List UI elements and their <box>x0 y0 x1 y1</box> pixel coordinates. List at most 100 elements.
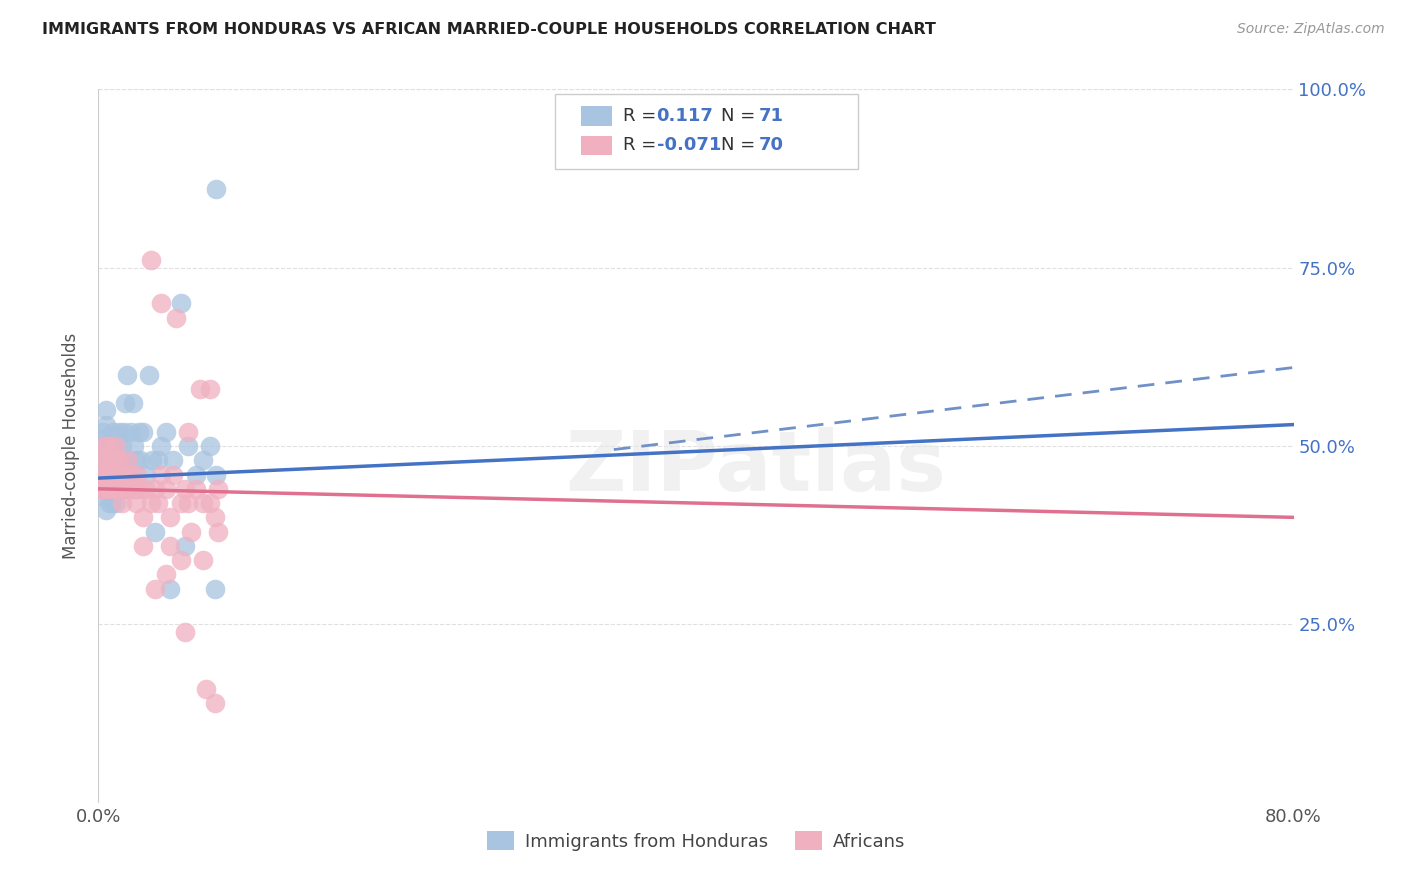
Text: 0.117: 0.117 <box>657 107 713 125</box>
Text: -0.071: -0.071 <box>657 136 721 154</box>
Point <box>94 417 117 432</box>
Y-axis label: Married-couple Households: Married-couple Households <box>62 333 80 559</box>
Point <box>93 467 115 482</box>
Point <box>97 482 120 496</box>
Point <box>184 482 207 496</box>
Point <box>107 453 129 467</box>
Point <box>97 482 120 496</box>
Point <box>162 453 184 467</box>
Point <box>112 425 135 439</box>
Point <box>177 496 200 510</box>
Point <box>94 453 117 467</box>
Point <box>129 453 152 467</box>
Point <box>91 453 114 467</box>
Point <box>180 524 202 539</box>
Point <box>121 396 143 410</box>
Point <box>128 425 150 439</box>
Point <box>135 482 157 496</box>
Point <box>204 582 226 596</box>
Point <box>91 489 114 503</box>
Point <box>207 524 229 539</box>
Point <box>205 467 228 482</box>
Point <box>184 467 207 482</box>
Point <box>165 310 187 325</box>
Point <box>114 482 136 496</box>
Legend: Immigrants from Honduras, Africans: Immigrants from Honduras, Africans <box>479 824 912 858</box>
Point <box>150 439 173 453</box>
Point <box>204 696 226 710</box>
Point <box>103 425 125 439</box>
Point <box>101 496 124 510</box>
Point <box>89 482 111 496</box>
Point <box>132 425 155 439</box>
Point <box>93 460 115 475</box>
Point <box>204 510 226 524</box>
Point <box>143 482 166 496</box>
Point <box>148 496 170 510</box>
Point <box>104 467 127 482</box>
Point <box>118 482 141 496</box>
Point <box>98 467 122 482</box>
Point <box>90 467 112 482</box>
Point <box>117 453 139 467</box>
Point <box>94 403 117 417</box>
Point <box>98 453 122 467</box>
Point <box>135 467 157 482</box>
Point <box>108 482 131 496</box>
Point <box>103 453 125 467</box>
Point <box>111 496 134 510</box>
Point <box>155 567 177 582</box>
Point <box>159 582 181 596</box>
Point <box>112 467 135 482</box>
Point <box>114 482 136 496</box>
Point <box>174 482 197 496</box>
Point <box>111 439 134 453</box>
Point <box>97 453 120 467</box>
Point <box>117 453 139 467</box>
Point <box>169 296 191 310</box>
Point <box>97 496 120 510</box>
Point <box>93 439 115 453</box>
Point <box>101 439 124 453</box>
Point <box>150 296 173 310</box>
Point <box>124 439 146 453</box>
Point <box>200 439 222 453</box>
Point <box>132 510 155 524</box>
Point <box>138 368 160 382</box>
Point <box>91 453 114 467</box>
Point <box>115 467 138 482</box>
Point <box>107 467 129 482</box>
Point <box>117 467 139 482</box>
Point <box>94 482 117 496</box>
Point <box>104 482 127 496</box>
Point <box>124 482 146 496</box>
Point <box>111 482 134 496</box>
Text: N =: N = <box>721 107 761 125</box>
Point <box>177 439 200 453</box>
Point <box>107 482 129 496</box>
Point <box>129 482 152 496</box>
Point <box>205 182 228 196</box>
Point <box>94 503 117 517</box>
Point <box>120 467 142 482</box>
Point <box>101 453 124 467</box>
Point <box>188 382 211 396</box>
Point <box>120 425 142 439</box>
Point <box>125 496 148 510</box>
Point <box>139 496 162 510</box>
Point <box>114 396 136 410</box>
Point <box>93 475 115 489</box>
Point <box>125 453 148 467</box>
Point <box>103 467 125 482</box>
Point <box>191 496 214 510</box>
Point <box>112 467 135 482</box>
Point <box>191 453 214 467</box>
Point <box>108 467 131 482</box>
Point <box>125 482 148 496</box>
Point <box>200 496 222 510</box>
Point <box>103 482 125 496</box>
Point <box>96 439 118 453</box>
Point <box>200 382 222 396</box>
Point <box>207 482 229 496</box>
Point <box>110 467 132 482</box>
